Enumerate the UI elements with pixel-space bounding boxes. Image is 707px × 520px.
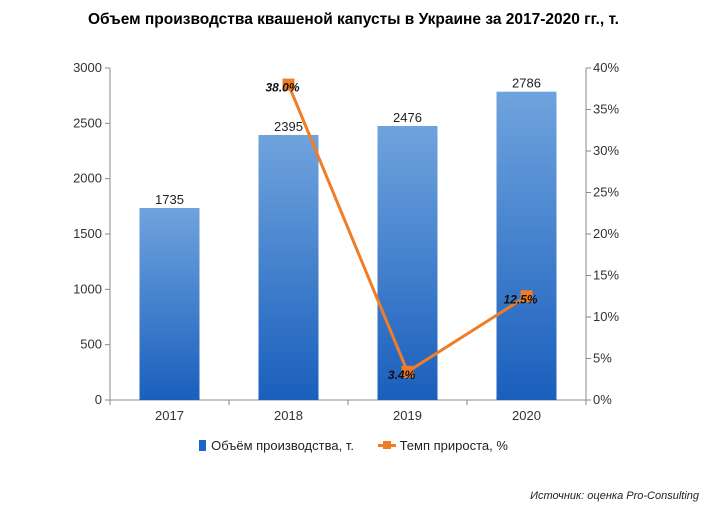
y-left-tick-label: 2500	[73, 115, 102, 130]
y-left-tick-label: 500	[80, 337, 102, 352]
line-point-growth	[282, 78, 295, 91]
legend-label-production: Объём производства, т.	[211, 438, 354, 453]
y-right-tick-label: 20%	[593, 226, 619, 241]
legend-item-growth: Темп прироста, %	[377, 438, 508, 453]
y-right-tick-label: 15%	[593, 268, 619, 283]
bar-production	[258, 134, 319, 400]
y-right-tick-label: 25%	[593, 185, 619, 200]
legend-label-growth: Темп прироста, %	[399, 438, 508, 453]
y-left-tick-label: 1000	[73, 281, 102, 296]
bar-production	[377, 125, 438, 401]
line-data-label: 3.4%	[388, 368, 416, 382]
y-right-tick-label: 10%	[593, 309, 619, 324]
x-tick-label: 2019	[393, 408, 422, 423]
y-left-tick-label: 0	[95, 392, 102, 407]
bar-production	[139, 207, 200, 400]
bar-data-label: 2786	[512, 76, 541, 91]
y-right-tick-label: 35%	[593, 102, 619, 117]
line-point-growth	[401, 365, 414, 378]
line-data-label: 38.0%	[265, 81, 299, 95]
y-left-tick-label: 3000	[73, 60, 102, 75]
chart-title: Объем производства квашеной капусты в Ук…	[88, 11, 619, 28]
chart-legend: Объём производства, т. Темп прироста, %	[0, 438, 707, 454]
y-left-tick-label: 1500	[73, 226, 102, 241]
x-tick-label: 2018	[274, 408, 303, 423]
bar-production	[496, 91, 557, 400]
y-right-tick-label: 40%	[593, 60, 619, 75]
y-left-tick-label: 2000	[73, 171, 102, 186]
legend-item-production: Объём производства, т.	[199, 438, 354, 453]
y-right-tick-label: 0%	[593, 392, 612, 407]
y-right-tick-label: 30%	[593, 143, 619, 158]
legend-line-swatch	[377, 440, 396, 451]
bar-data-label: 2395	[274, 119, 303, 134]
x-tick-label: 2017	[155, 408, 184, 423]
x-tick-label: 2020	[512, 408, 541, 423]
bar-data-label: 1735	[155, 192, 184, 207]
legend-bar-swatch	[199, 440, 207, 451]
line-data-label: 12.5%	[503, 292, 537, 306]
bar-data-label: 2476	[393, 110, 422, 125]
y-right-tick-label: 5%	[593, 351, 612, 366]
line-point-growth	[520, 290, 533, 303]
source-note: Источник: оценка Pro-Consulting	[530, 490, 699, 502]
